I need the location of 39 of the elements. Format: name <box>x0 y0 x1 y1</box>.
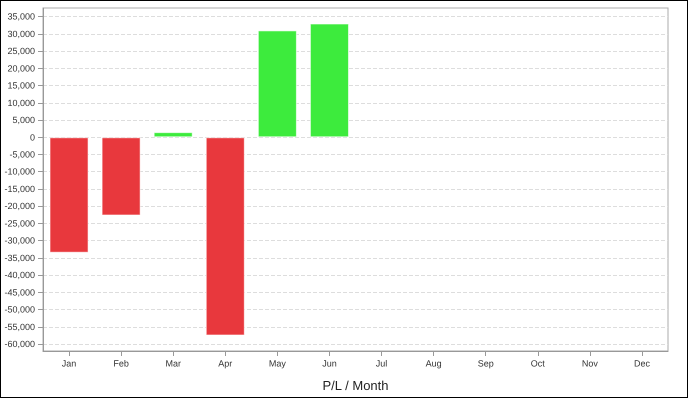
y-tick-label: 20,000 <box>7 63 35 74</box>
x-tick-label: Nov <box>582 358 598 368</box>
y-tick-label: -5,000 <box>9 150 35 160</box>
x-tick-label: Sep <box>478 358 494 368</box>
y-tick-label: 5,000 <box>12 115 35 126</box>
y-tick-label: -45,000 <box>4 287 35 298</box>
x-tick-label: Feb <box>113 358 129 368</box>
y-tick-label: -40,000 <box>4 270 35 280</box>
bar <box>50 137 89 253</box>
y-tick-label: -55,000 <box>4 322 35 332</box>
bar <box>154 132 193 138</box>
y-tick-label: -20,000 <box>4 201 35 212</box>
y-tick-label: -50,000 <box>4 304 35 315</box>
x-tick-label: Oct <box>530 358 546 368</box>
x-tick-label: Mar <box>165 358 181 368</box>
y-tick-label: 10,000 <box>7 98 35 108</box>
bar <box>258 30 297 138</box>
y-tick-label: -25,000 <box>4 218 35 228</box>
y-tick-label: -10,000 <box>4 166 35 177</box>
bar <box>310 24 349 138</box>
y-tick-label: 25,000 <box>7 46 35 56</box>
x-tick-label: Jan <box>62 358 76 368</box>
x-tick-label: Jun <box>322 358 337 368</box>
y-tick-label: 15,000 <box>7 80 35 91</box>
x-tick-label: Dec <box>634 358 650 368</box>
bar <box>102 137 141 216</box>
y-tick-label: 0 <box>30 132 35 142</box>
y-tick-label: 30,000 <box>7 28 35 39</box>
y-tick-label: -30,000 <box>4 236 35 246</box>
y-tick-label: -60,000 <box>4 339 35 350</box>
y-tick-label: -35,000 <box>4 252 35 263</box>
x-tick-label: Jul <box>376 358 388 368</box>
y-tick-label: 35,000 <box>7 12 35 22</box>
x-tick-label: Aug <box>426 358 442 368</box>
x-tick-label: May <box>268 358 286 368</box>
y-tick-label: -15,000 <box>4 184 35 194</box>
bar <box>206 137 245 336</box>
x-tick-label: Apr <box>218 358 232 368</box>
x-axis-title: P/L / Month <box>322 378 388 393</box>
